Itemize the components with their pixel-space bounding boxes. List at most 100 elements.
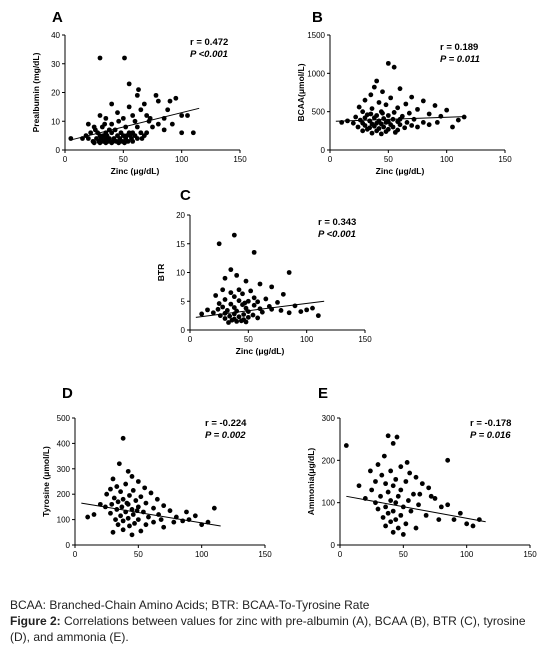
data-point-d xyxy=(109,501,115,507)
data-point-e xyxy=(383,504,388,510)
data-point-b xyxy=(364,126,370,132)
panel-letter-b: B xyxy=(312,9,323,26)
x-tick-label-d: 50 xyxy=(134,550,143,559)
data-point-c xyxy=(222,297,228,302)
data-point-d xyxy=(158,517,164,522)
data-point-c xyxy=(292,303,298,309)
data-point-c xyxy=(231,305,237,310)
data-point-a xyxy=(169,121,175,127)
data-point-b xyxy=(380,89,385,95)
data-point-e xyxy=(398,464,404,470)
y-tick-label-b: 1500 xyxy=(307,31,325,40)
caption-label: Figure 2: xyxy=(10,614,61,628)
x-axis-title-a: Zinc (μg/dL) xyxy=(111,166,160,176)
data-point-b xyxy=(432,103,438,108)
data-point-b xyxy=(426,111,432,117)
y-tick-label-b: 1000 xyxy=(307,69,325,78)
data-point-d xyxy=(130,487,136,493)
data-point-e xyxy=(385,489,391,495)
y-tick-label-a: 30 xyxy=(51,60,60,69)
stat-r-b: r = 0.189 xyxy=(440,42,478,53)
data-point-d xyxy=(127,523,132,529)
data-point-d xyxy=(148,490,154,496)
data-point-d xyxy=(135,517,141,522)
x-tick-label-b: 50 xyxy=(384,155,393,164)
data-point-d xyxy=(211,505,217,511)
panel-letter-a: A xyxy=(52,9,63,26)
data-point-b xyxy=(374,120,380,126)
data-point-e xyxy=(436,517,442,522)
data-point-e xyxy=(398,487,404,493)
data-point-b xyxy=(403,101,409,107)
data-point-b xyxy=(385,113,391,118)
data-point-c xyxy=(251,249,257,255)
data-point-c xyxy=(242,300,248,306)
data-point-c xyxy=(216,301,222,306)
data-point-a xyxy=(134,124,140,130)
data-point-d xyxy=(167,508,173,514)
data-point-d xyxy=(192,513,198,519)
data-point-d xyxy=(119,504,125,510)
data-point-e xyxy=(393,476,399,482)
data-point-a xyxy=(109,121,115,127)
data-point-b xyxy=(362,97,368,103)
data-point-c xyxy=(228,267,234,273)
data-point-d xyxy=(127,493,132,498)
data-point-b xyxy=(406,110,412,116)
x-axis-title-b: Zinc (μg/dL) xyxy=(376,166,425,176)
data-point-a xyxy=(136,87,141,93)
data-point-d xyxy=(142,485,148,491)
data-point-c xyxy=(220,304,226,310)
y-tick-label-d: 300 xyxy=(57,465,71,474)
data-point-a xyxy=(122,140,127,146)
data-point-c xyxy=(236,287,242,293)
data-point-c xyxy=(286,270,292,275)
data-point-c xyxy=(228,301,234,307)
data-point-a xyxy=(97,140,103,146)
x-axis-title-c: Zinc (μg/dL) xyxy=(236,346,285,356)
data-point-b xyxy=(383,102,389,108)
data-point-e xyxy=(395,493,401,499)
data-point-e xyxy=(390,483,396,489)
y-tick-label-b: 0 xyxy=(321,146,326,155)
data-point-b xyxy=(388,95,394,101)
data-point-a xyxy=(102,121,108,127)
data-point-a xyxy=(179,113,185,118)
data-point-e xyxy=(394,434,400,440)
stat-p-a: P <0.001 xyxy=(190,49,228,60)
data-point-c xyxy=(236,298,242,304)
data-point-c xyxy=(257,281,263,287)
y-tick-label-e: 200 xyxy=(322,456,336,465)
x-tick-label-c: 0 xyxy=(188,335,193,344)
data-point-a xyxy=(116,118,122,124)
data-point-b xyxy=(455,117,461,123)
data-point-b xyxy=(395,105,401,111)
data-point-a xyxy=(126,104,132,110)
data-point-c xyxy=(286,310,292,316)
trend-line-e xyxy=(346,495,486,523)
data-point-e xyxy=(388,498,394,503)
data-point-e xyxy=(388,519,394,525)
data-point-c xyxy=(259,309,265,315)
y-tick-label-d: 500 xyxy=(57,414,71,423)
data-point-b xyxy=(411,116,417,122)
y-tick-label-e: 300 xyxy=(322,414,336,423)
data-point-c xyxy=(236,314,242,320)
data-point-b xyxy=(371,115,377,121)
data-point-e xyxy=(438,504,444,510)
y-tick-label-d: 400 xyxy=(57,439,71,448)
trend-line-b xyxy=(335,116,465,122)
data-point-e xyxy=(406,498,411,503)
data-point-c xyxy=(216,241,222,247)
data-point-a xyxy=(130,113,136,118)
data-point-d xyxy=(151,505,156,511)
data-point-b xyxy=(390,124,396,130)
data-point-e xyxy=(378,493,383,499)
data-point-c xyxy=(248,288,254,294)
data-point-e xyxy=(445,457,451,463)
data-point-d xyxy=(116,461,122,467)
data-point-a xyxy=(126,81,132,87)
data-point-c xyxy=(243,319,249,325)
data-point-a xyxy=(139,136,145,141)
data-point-e xyxy=(451,517,457,522)
